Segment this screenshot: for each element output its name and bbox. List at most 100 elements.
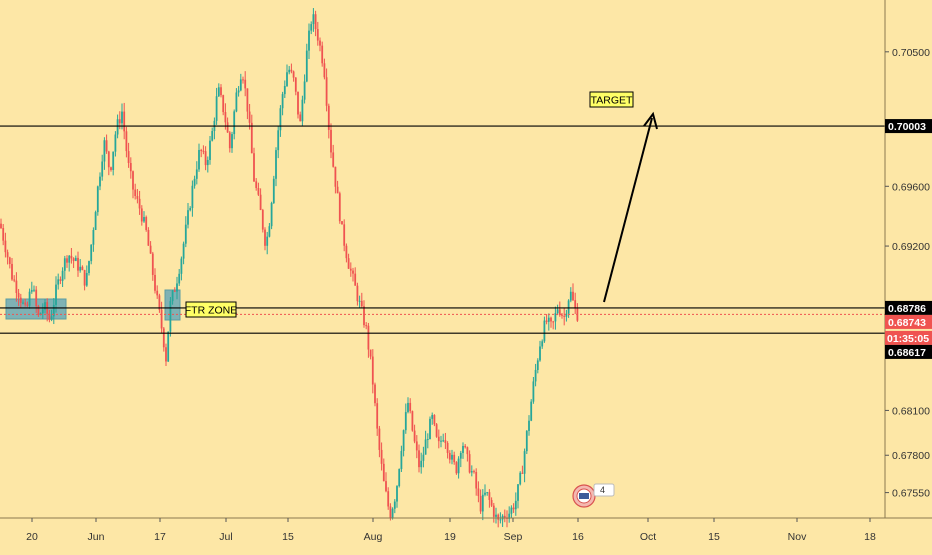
candle-body xyxy=(360,300,363,307)
candle-body xyxy=(503,515,506,518)
candle-body xyxy=(354,273,357,286)
candle-body xyxy=(15,280,18,293)
candle-body xyxy=(407,402,409,413)
candle-body xyxy=(154,274,156,291)
price-axis[interactable]: 0.70500 0.69600 0.69200 0.68100 0.67800 0.675… xyxy=(885,47,932,500)
candle-body xyxy=(222,95,225,113)
candle-body xyxy=(253,153,255,182)
candle-body xyxy=(99,176,101,187)
y-tick-label: 0.69600 xyxy=(892,181,930,193)
countdown-text: 01:35:05 xyxy=(887,333,929,345)
candle-body xyxy=(429,418,431,440)
candle-body xyxy=(477,488,480,497)
candle-body xyxy=(92,230,95,245)
candle-body xyxy=(74,257,77,261)
target-label: TARGET xyxy=(589,91,634,108)
y-tick-label: 0.67800 xyxy=(892,450,930,462)
candle-body xyxy=(268,226,271,237)
candle-body xyxy=(255,181,258,189)
candle-body xyxy=(455,462,458,474)
candle-body xyxy=(77,257,79,271)
y-tick-label: 0.70500 xyxy=(892,47,930,59)
candle-body xyxy=(248,111,251,123)
price-tag-label-zone-top: 0.68786 xyxy=(888,303,926,315)
candle-body xyxy=(446,442,449,453)
candle-body xyxy=(19,297,22,303)
candle-body xyxy=(519,472,522,485)
candle-body xyxy=(2,228,5,241)
candle-body xyxy=(66,258,68,263)
candle-body xyxy=(490,499,493,506)
candle-body xyxy=(508,513,511,519)
candle-body xyxy=(140,208,143,222)
candle-body xyxy=(462,445,464,453)
candle-body xyxy=(250,122,253,154)
candle-body xyxy=(220,87,222,96)
candle-body xyxy=(8,257,11,264)
event-count-text: 4 xyxy=(600,485,605,495)
x-tick-label: 20 xyxy=(26,531,38,543)
candle-body xyxy=(424,439,427,455)
candle-body xyxy=(193,178,196,186)
candle-body xyxy=(70,255,73,259)
candle-body xyxy=(127,151,130,164)
candle-body xyxy=(325,77,328,106)
candle-body xyxy=(79,266,82,271)
candle-body xyxy=(466,447,469,455)
candle-body xyxy=(299,114,302,122)
x-tick-label: Sep xyxy=(504,531,523,543)
x-tick-label: 19 xyxy=(444,531,456,543)
candle-body xyxy=(457,458,460,474)
candle-body xyxy=(237,90,240,93)
candle-body xyxy=(352,270,354,274)
x-tick-label: 15 xyxy=(708,531,720,543)
candle-body xyxy=(160,309,163,329)
candle-body xyxy=(497,514,500,520)
candle-body xyxy=(187,210,189,225)
candle-body xyxy=(68,255,71,263)
candle-body xyxy=(345,245,348,259)
candle-body xyxy=(136,196,139,199)
candle-body xyxy=(101,161,104,177)
candle-body xyxy=(182,243,185,259)
candle-body xyxy=(411,411,414,431)
candle-body xyxy=(22,302,24,304)
candle-body xyxy=(305,50,308,82)
candle-body xyxy=(525,430,528,452)
candle-body xyxy=(567,300,570,314)
candle-body xyxy=(382,463,385,482)
price-tag-current xyxy=(885,314,932,329)
candle-body xyxy=(534,369,537,382)
time-axis[interactable]: 20 Jun 17 Jul 15 Aug 19 Sep 16 Oct 15 Nov 18 xyxy=(26,518,876,543)
candle-body xyxy=(330,129,332,153)
candle-body xyxy=(59,279,62,281)
candle-body xyxy=(327,105,330,130)
candle-body xyxy=(286,72,288,86)
candle-body xyxy=(561,314,563,316)
candle-body xyxy=(426,439,429,441)
candle-body xyxy=(195,169,198,179)
x-tick-label: Jul xyxy=(219,531,232,543)
candle-body xyxy=(292,71,295,78)
candle-body xyxy=(0,223,2,229)
candle-body xyxy=(349,268,352,271)
candle-body xyxy=(297,91,299,115)
price-tag-label-current: 0.68743 xyxy=(888,317,926,329)
candle-body xyxy=(272,178,275,204)
candles-layer xyxy=(0,8,579,528)
candle-body xyxy=(72,258,75,261)
candle-body xyxy=(356,285,359,302)
candle-body xyxy=(420,460,423,468)
economic-event-flag-icon[interactable]: 4 xyxy=(572,483,615,508)
candle-body xyxy=(145,217,148,230)
candle-body xyxy=(171,290,174,302)
candle-body xyxy=(149,245,152,254)
candle-body xyxy=(215,96,218,121)
candle-body xyxy=(563,315,566,317)
candle-body xyxy=(290,69,293,72)
candle-body xyxy=(132,171,134,190)
candle-body xyxy=(233,111,236,135)
candle-body xyxy=(422,454,425,461)
x-tick-label: Nov xyxy=(788,531,807,543)
